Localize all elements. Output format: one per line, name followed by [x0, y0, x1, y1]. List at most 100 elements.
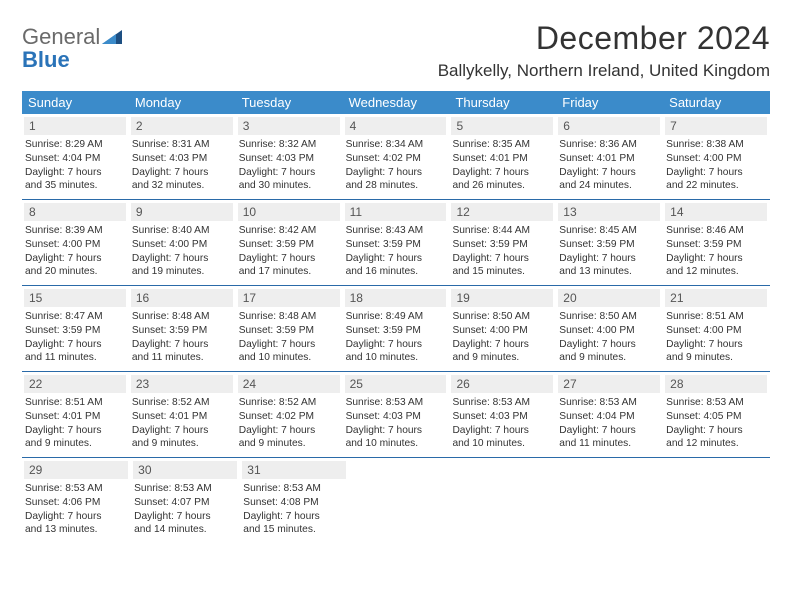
- daylight-text-1: Daylight: 7 hours: [558, 338, 661, 352]
- sunrise-text: Sunrise: 8:50 AM: [558, 310, 661, 324]
- daylight-text-1: Daylight: 7 hours: [345, 166, 448, 180]
- daylight-text-1: Daylight: 7 hours: [558, 252, 661, 266]
- daylight-text-1: Daylight: 7 hours: [558, 166, 661, 180]
- sunrise-text: Sunrise: 8:46 AM: [665, 224, 768, 238]
- daylight-text-2: and 35 minutes.: [24, 179, 127, 193]
- sunset-text: Sunset: 3:59 PM: [451, 238, 554, 252]
- day-cell: 8Sunrise: 8:39 AMSunset: 4:00 PMDaylight…: [22, 200, 129, 285]
- day-number: 10: [238, 203, 340, 221]
- sunset-text: Sunset: 4:02 PM: [345, 152, 448, 166]
- weekday-header-cell: Monday: [129, 91, 236, 114]
- day-number: 30: [133, 461, 237, 479]
- daylight-text-2: and 14 minutes.: [133, 523, 238, 537]
- day-number: 24: [238, 375, 340, 393]
- daylight-text-2: and 12 minutes.: [665, 437, 768, 451]
- sunset-text: Sunset: 4:00 PM: [451, 324, 554, 338]
- sunset-text: Sunset: 3:59 PM: [131, 324, 234, 338]
- sunrise-text: Sunrise: 8:45 AM: [558, 224, 661, 238]
- daylight-text-2: and 30 minutes.: [238, 179, 341, 193]
- sunrise-text: Sunrise: 8:47 AM: [24, 310, 127, 324]
- daylight-text-2: and 11 minutes.: [24, 351, 127, 365]
- sunset-text: Sunset: 4:01 PM: [451, 152, 554, 166]
- weeks-container: 1Sunrise: 8:29 AMSunset: 4:04 PMDaylight…: [22, 114, 770, 544]
- day-number: 15: [24, 289, 126, 307]
- daylight-text-2: and 24 minutes.: [558, 179, 661, 193]
- day-cell: 24Sunrise: 8:52 AMSunset: 4:02 PMDayligh…: [236, 372, 343, 457]
- day-cell: 9Sunrise: 8:40 AMSunset: 4:00 PMDaylight…: [129, 200, 236, 285]
- sunrise-text: Sunrise: 8:32 AM: [238, 138, 341, 152]
- daylight-text-1: Daylight: 7 hours: [242, 510, 347, 524]
- daylight-text-2: and 20 minutes.: [24, 265, 127, 279]
- daylight-text-1: Daylight: 7 hours: [451, 252, 554, 266]
- sunrise-text: Sunrise: 8:38 AM: [665, 138, 768, 152]
- day-cell: 11Sunrise: 8:43 AMSunset: 3:59 PMDayligh…: [343, 200, 450, 285]
- daylight-text-1: Daylight: 7 hours: [131, 338, 234, 352]
- sunset-text: Sunset: 3:59 PM: [24, 324, 127, 338]
- sunrise-text: Sunrise: 8:29 AM: [24, 138, 127, 152]
- daylight-text-1: Daylight: 7 hours: [665, 252, 768, 266]
- day-number: 17: [238, 289, 340, 307]
- sunset-text: Sunset: 4:06 PM: [24, 496, 129, 510]
- logo-word-blue: Blue: [22, 47, 70, 72]
- daylight-text-2: and 32 minutes.: [131, 179, 234, 193]
- day-cell: 7Sunrise: 8:38 AMSunset: 4:00 PMDaylight…: [663, 114, 770, 199]
- day-cell: 25Sunrise: 8:53 AMSunset: 4:03 PMDayligh…: [343, 372, 450, 457]
- weekday-header-cell: Friday: [556, 91, 663, 114]
- sunrise-text: Sunrise: 8:34 AM: [345, 138, 448, 152]
- calendar-grid: SundayMondayTuesdayWednesdayThursdayFrid…: [22, 91, 770, 544]
- sunset-text: Sunset: 4:01 PM: [558, 152, 661, 166]
- daylight-text-1: Daylight: 7 hours: [24, 338, 127, 352]
- daylight-text-2: and 10 minutes.: [451, 437, 554, 451]
- day-cell: 26Sunrise: 8:53 AMSunset: 4:03 PMDayligh…: [449, 372, 556, 457]
- daylight-text-1: Daylight: 7 hours: [24, 510, 129, 524]
- sunrise-text: Sunrise: 8:43 AM: [345, 224, 448, 238]
- empty-cell: [560, 458, 665, 544]
- day-number: 6: [558, 117, 660, 135]
- daylight-text-1: Daylight: 7 hours: [451, 166, 554, 180]
- day-number: 11: [345, 203, 447, 221]
- daylight-text-1: Daylight: 7 hours: [665, 338, 768, 352]
- day-number: 9: [131, 203, 233, 221]
- sunrise-text: Sunrise: 8:53 AM: [665, 396, 768, 410]
- day-cell: 3Sunrise: 8:32 AMSunset: 4:03 PMDaylight…: [236, 114, 343, 199]
- sunrise-text: Sunrise: 8:50 AM: [451, 310, 554, 324]
- daylight-text-2: and 16 minutes.: [345, 265, 448, 279]
- daylight-text-2: and 9 minutes.: [451, 351, 554, 365]
- sunset-text: Sunset: 4:01 PM: [131, 410, 234, 424]
- day-number: 18: [345, 289, 447, 307]
- daylight-text-2: and 9 minutes.: [131, 437, 234, 451]
- sunset-text: Sunset: 3:59 PM: [665, 238, 768, 252]
- sunset-text: Sunset: 4:00 PM: [24, 238, 127, 252]
- day-number: 31: [242, 461, 346, 479]
- sunset-text: Sunset: 3:59 PM: [238, 324, 341, 338]
- daylight-text-2: and 10 minutes.: [345, 437, 448, 451]
- daylight-text-2: and 11 minutes.: [558, 437, 661, 451]
- daylight-text-2: and 9 minutes.: [665, 351, 768, 365]
- day-number: 26: [451, 375, 553, 393]
- daylight-text-2: and 22 minutes.: [665, 179, 768, 193]
- day-number: 22: [24, 375, 126, 393]
- daylight-text-2: and 12 minutes.: [665, 265, 768, 279]
- day-cell: 16Sunrise: 8:48 AMSunset: 3:59 PMDayligh…: [129, 286, 236, 371]
- week-row: 1Sunrise: 8:29 AMSunset: 4:04 PMDaylight…: [22, 114, 770, 200]
- daylight-text-2: and 17 minutes.: [238, 265, 341, 279]
- sunrise-text: Sunrise: 8:39 AM: [24, 224, 127, 238]
- logo-word-general: General: [22, 24, 100, 49]
- daylight-text-2: and 19 minutes.: [131, 265, 234, 279]
- daylight-text-1: Daylight: 7 hours: [451, 424, 554, 438]
- daylight-text-2: and 15 minutes.: [451, 265, 554, 279]
- day-cell: 12Sunrise: 8:44 AMSunset: 3:59 PMDayligh…: [449, 200, 556, 285]
- sunset-text: Sunset: 4:02 PM: [238, 410, 341, 424]
- logo: General Blue: [22, 20, 122, 72]
- logo-words: General Blue: [22, 26, 122, 72]
- sunrise-text: Sunrise: 8:53 AM: [558, 396, 661, 410]
- sunset-text: Sunset: 4:00 PM: [665, 324, 768, 338]
- location-text: Ballykelly, Northern Ireland, United Kin…: [438, 61, 770, 81]
- day-number: 4: [345, 117, 447, 135]
- day-cell: 15 Sunrise: 8:47 AMSunset: 3:59 PMDayligh…: [22, 286, 129, 371]
- daylight-text-2: and 10 minutes.: [345, 351, 448, 365]
- day-cell: 20Sunrise: 8:50 AMSunset: 4:00 PMDayligh…: [556, 286, 663, 371]
- day-number: 7: [665, 117, 767, 135]
- daylight-text-2: and 10 minutes.: [238, 351, 341, 365]
- empty-cell: [349, 458, 454, 544]
